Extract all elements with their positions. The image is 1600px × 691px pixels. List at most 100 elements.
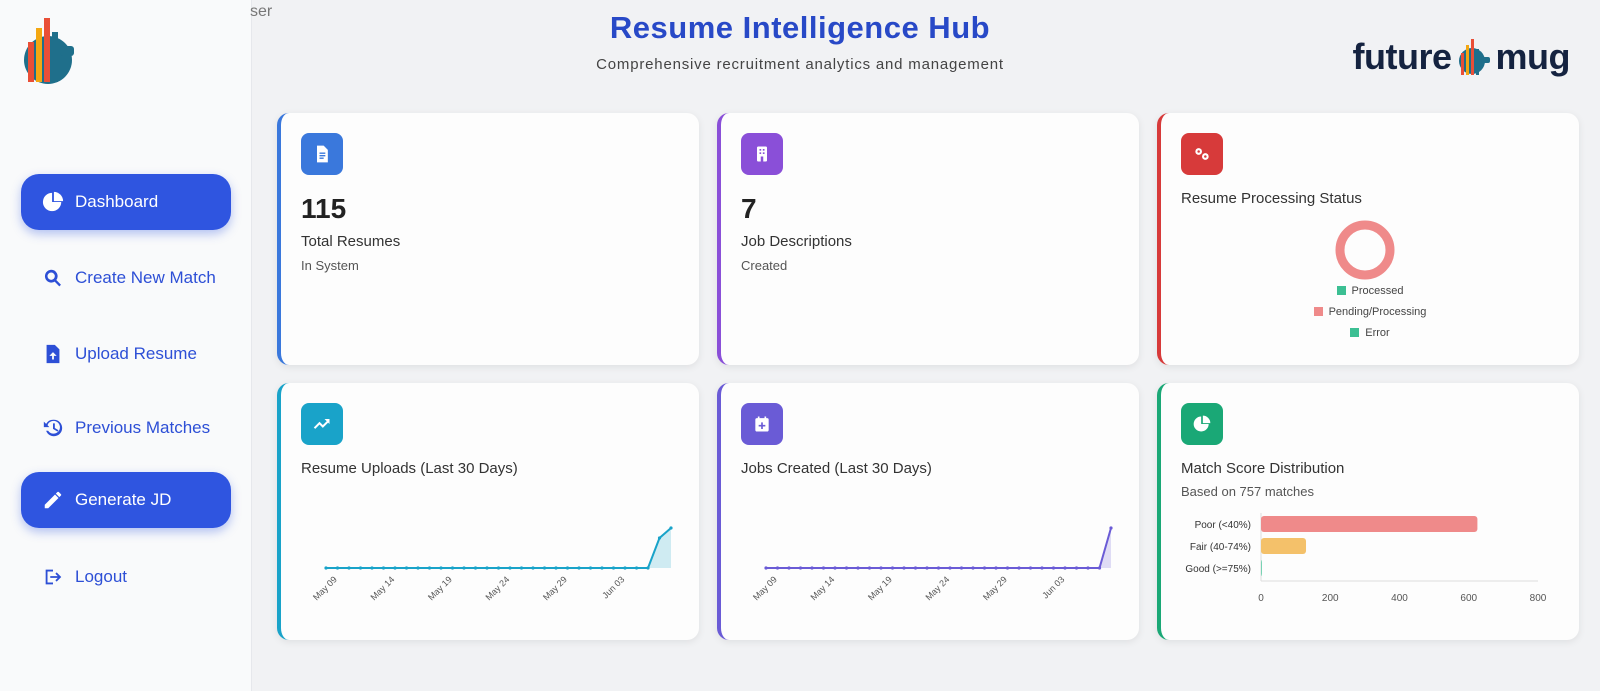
uploads-point[interactable] [496,566,501,570]
uploads-point[interactable] [577,566,581,570]
uploads-point[interactable] [508,566,512,570]
legend-item-pending[interactable]: Pending/Processing [1161,306,1579,318]
jobs-point[interactable] [902,566,906,570]
uploads-point[interactable] [462,566,466,570]
jobs-point[interactable] [764,566,768,570]
uploads-point[interactable] [427,566,432,570]
uploads-x-tick-label: May 14 [368,574,396,602]
legend-item-error[interactable]: Error [1161,327,1579,339]
uploads-point[interactable] [347,566,351,570]
sidebar-item-logout[interactable]: Logout [21,549,231,605]
score-x-tick-label: 800 [1530,593,1547,604]
jobs-point[interactable] [948,566,952,570]
jobs-point[interactable] [959,566,964,570]
uploads-point[interactable] [324,566,328,570]
score-bar[interactable] [1261,516,1478,532]
score-bar[interactable] [1261,538,1307,554]
jobs-x-tick-label: May 29 [981,574,1009,602]
pending-slice[interactable] [1335,220,1395,280]
sidebar-item-previous-matches[interactable]: Previous Matches [21,400,231,456]
jobs-point[interactable] [936,566,941,570]
uploads-point[interactable] [393,566,397,570]
resume-uploads-card[interactable]: Resume Uploads (Last 30 Days) May 09 May … [277,383,699,640]
jobs-created-card[interactable]: Jobs Created (Last 30 Days) May 09 May 14… [717,383,1139,640]
jobs-point[interactable] [775,566,780,570]
match-score-bar-chart[interactable]: Poor (<40%) Fair (40-74%) Good (>=75%) 0 200… [1171,513,1571,628]
jobs-point[interactable] [787,566,791,570]
legend-item-processed[interactable]: Processed [1161,285,1579,297]
jobs-point[interactable] [1086,566,1090,570]
jobs-point[interactable] [810,566,814,570]
jobs-point[interactable] [821,566,826,570]
uploads-point[interactable] [519,566,524,570]
uploads-point[interactable] [450,566,455,570]
jobs-created-chart[interactable]: May 09 May 14 May 19 May 24 May 29 Jun 03 [741,513,1121,633]
score-category-label: Good (>=75%) [1185,564,1251,575]
uploads-point[interactable] [531,566,535,570]
uploads-point[interactable] [646,566,650,570]
jobs-point[interactable] [867,566,872,570]
uploads-point[interactable] [554,566,558,570]
processing-status-card[interactable]: Resume Processing Status Processed Pendi… [1157,113,1579,365]
score-bar[interactable] [1261,560,1262,576]
uploads-point[interactable] [600,566,604,570]
uploads-point[interactable] [370,566,374,570]
jobs-point[interactable] [1074,566,1079,570]
jobs-point[interactable] [913,566,918,570]
sidebar-item-dashboard[interactable]: Dashboard [21,174,231,230]
jobs-x-tick-label: May 24 [923,574,951,602]
total-resumes-card[interactable]: 115 Total Resumes In System [277,113,699,365]
processing-status-title: Resume Processing Status [1181,190,1362,207]
jobs-point[interactable] [982,566,987,570]
uploads-point[interactable] [485,566,489,570]
match-score-card[interactable]: Match Score Distribution Based on 757 ma… [1157,383,1579,640]
brand-logo[interactable]: future mug [1353,36,1571,78]
uploads-point[interactable] [404,566,409,570]
jobs-point[interactable] [856,566,860,570]
uploads-point[interactable] [623,566,627,570]
jobs-point[interactable] [1097,566,1102,570]
sidebar-item-upload-resume[interactable]: Upload Resume [21,326,231,382]
legend-label: Processed [1351,285,1404,297]
jobs-point[interactable] [1017,566,1021,570]
jobs-point[interactable] [879,566,883,570]
jobs-point[interactable] [1040,566,1044,570]
bar-chart-logo-icon[interactable] [20,14,82,86]
legend-swatch [1350,328,1360,337]
uploads-point[interactable] [439,566,443,570]
uploads-point[interactable] [381,566,386,570]
uploads-x-tick-label: May 24 [483,574,511,602]
jobs-point[interactable] [1109,526,1113,530]
uploads-point[interactable] [565,566,570,570]
jobs-point[interactable] [925,566,929,570]
uploads-point[interactable] [473,566,478,570]
uploads-point[interactable] [634,566,639,570]
uploads-point[interactable] [335,566,340,570]
jobs-point[interactable] [1005,566,1010,570]
jobs-point[interactable] [833,566,837,570]
uploads-point[interactable] [588,566,593,570]
logout-icon [41,565,65,589]
jobs-point[interactable] [890,566,895,570]
jobs-point[interactable] [798,566,803,570]
uploads-point[interactable] [669,526,673,530]
jobs-x-tick-label: May 09 [751,574,779,602]
jobs-point[interactable] [1028,566,1033,570]
jobs-point[interactable] [994,566,998,570]
sidebar-item-generate-jd[interactable]: Generate JD [21,472,231,528]
jobs-point[interactable] [1051,566,1056,570]
jobs-point[interactable] [971,566,975,570]
legend-label: Pending/Processing [1328,306,1427,318]
uploads-point[interactable] [542,566,547,570]
uploads-point[interactable] [358,566,363,570]
resume-uploads-title: Resume Uploads (Last 30 Days) [301,460,518,477]
jobs-point[interactable] [844,566,849,570]
uploads-point[interactable] [611,566,616,570]
uploads-point[interactable] [416,566,420,570]
uploads-point[interactable] [657,536,662,540]
jobs-point[interactable] [1063,566,1067,570]
sidebar-item-create-new-match[interactable]: Create New Match [21,250,231,306]
processing-donut-chart[interactable] [1333,218,1397,282]
resume-uploads-chart[interactable]: May 09 May 14 May 19 May 24 May 29 Jun 03 [301,513,681,633]
job-descriptions-card[interactable]: 7 Job Descriptions Created [717,113,1139,365]
